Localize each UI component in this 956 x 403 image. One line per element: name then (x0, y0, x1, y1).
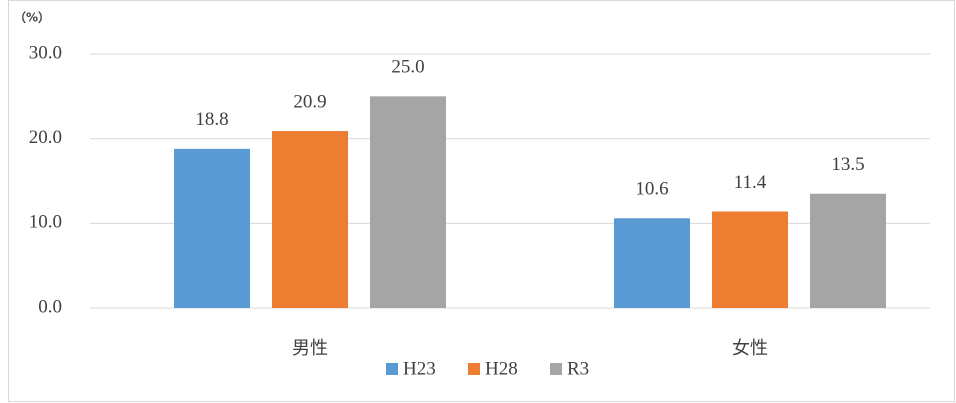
y-tick-label: 0.0 (38, 296, 62, 317)
data-label: 13.5 (831, 154, 864, 175)
data-label: 25.0 (391, 57, 424, 78)
data-label: 10.6 (635, 179, 668, 200)
legend-label: H28 (485, 358, 518, 379)
bar (174, 148, 250, 308)
y-tick-label: 30.0 (29, 42, 62, 63)
chart-frame (8, 0, 955, 402)
bar (712, 211, 788, 308)
bar (810, 193, 886, 308)
data-label: 20.9 (293, 91, 326, 112)
data-label: 11.4 (734, 172, 767, 193)
bar (614, 218, 690, 308)
y-tick-label: 20.0 (29, 127, 62, 148)
bar (272, 131, 348, 308)
unit-label: （%） (14, 10, 50, 25)
x-tick-label: 女性 (732, 338, 768, 359)
legend-swatch (468, 363, 480, 375)
legend-label: R3 (567, 358, 589, 379)
y-tick-label: 10.0 (29, 212, 62, 233)
x-tick-label: 男性 (292, 338, 328, 359)
legend-swatch (386, 363, 398, 375)
bar (370, 96, 446, 308)
data-label: 18.8 (195, 109, 228, 130)
legend-label: H23 (403, 358, 436, 379)
legend-swatch (550, 363, 562, 375)
